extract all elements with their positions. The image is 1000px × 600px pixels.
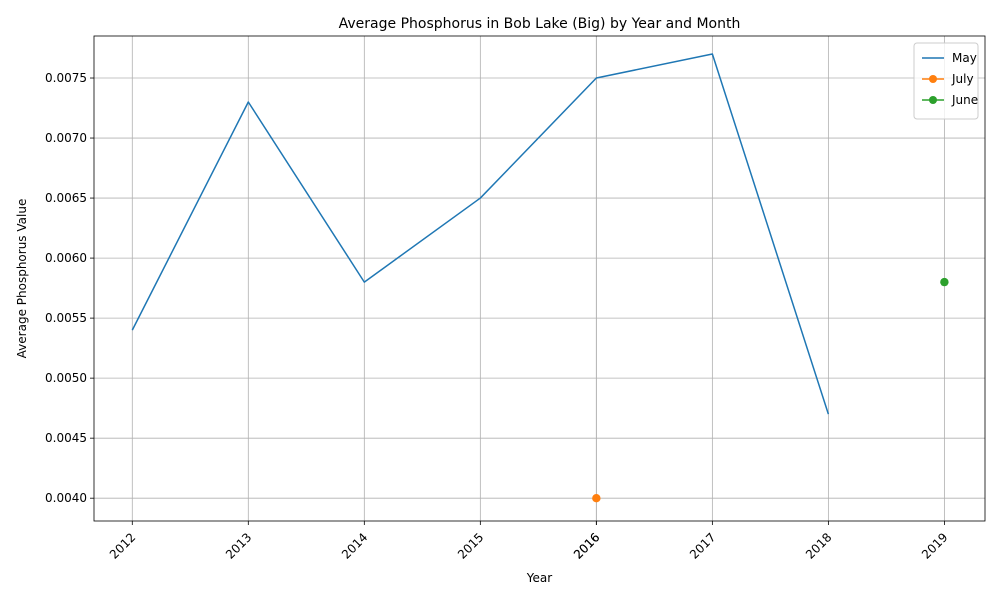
y-tick-label: 0.0040	[45, 491, 87, 505]
y-tick-label: 0.0055	[45, 311, 87, 325]
data-point-june	[940, 277, 949, 287]
axes-frame	[93, 35, 986, 522]
plot-series	[131, 53, 949, 503]
y-axis-ticks: 0.0040 0.0045 0.0050 0.0055 0.0060 0.0065 0.00…	[45, 71, 94, 505]
grid-lines	[94, 36, 985, 521]
legend: May July June	[913, 42, 979, 120]
legend-label-may: May	[952, 51, 977, 65]
y-tick-label: 0.0060	[45, 251, 87, 265]
y-tick-label: 0.0045	[45, 431, 87, 445]
chart-title: Average Phosphorus in Bob Lake (Big) by …	[339, 16, 741, 32]
y-tick-label: 0.0065	[45, 191, 87, 205]
y-tick-label: 0.0070	[45, 131, 87, 145]
legend-marker-june	[929, 96, 937, 104]
legend-label-july: July	[951, 72, 974, 86]
series-line-may	[131, 53, 830, 415]
data-point-july	[592, 493, 601, 503]
y-tick-label: 0.0075	[45, 71, 87, 85]
x-axis-label: Year	[526, 571, 552, 585]
legend-marker-july	[929, 75, 937, 83]
y-axis-label: Average Phosphorus Value	[15, 199, 29, 359]
legend-label-june: June	[951, 93, 978, 107]
y-tick-label: 0.0050	[45, 371, 87, 385]
